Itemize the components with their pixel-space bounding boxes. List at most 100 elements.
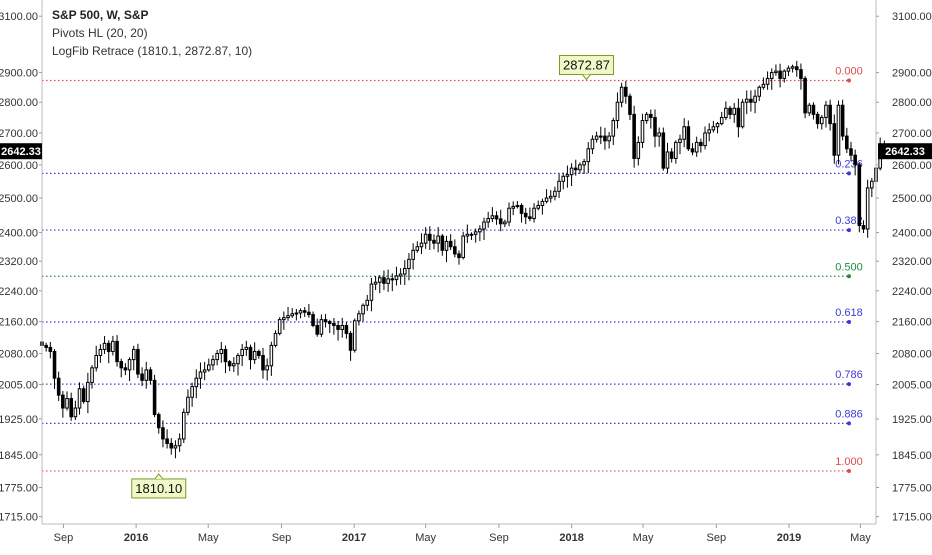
candle-body-up [636, 141, 641, 159]
candle [240, 343, 244, 367]
x-tick-label: May [633, 532, 654, 544]
y-tick-label-left: 3100.00 [0, 11, 38, 23]
y-tick-label-right: 3100.00 [892, 11, 932, 23]
candle [573, 159, 578, 176]
y-tick-label-left: 1925.00 [0, 414, 38, 426]
candle-body-up [511, 206, 516, 209]
candle [361, 303, 365, 322]
candle-body-up [423, 233, 428, 244]
candle-body-up [394, 275, 399, 281]
candle-body-up [515, 204, 520, 208]
fib-line-end-dot [847, 319, 851, 324]
candle [619, 82, 624, 108]
candle-body-up [461, 235, 465, 259]
candle-body-up [319, 319, 324, 335]
candle [794, 60, 799, 77]
candle-body-down [523, 212, 528, 218]
candle-body-down [669, 151, 674, 159]
fib-ratio-label: 0.886 [835, 408, 863, 420]
pivot-label-pointer [154, 473, 164, 480]
y-tick-label-left: 2160.00 [0, 317, 38, 329]
price-tag-box [0, 143, 42, 160]
candle [774, 64, 778, 76]
candle [749, 90, 753, 112]
candle [373, 276, 378, 291]
candle-body-up [86, 381, 90, 403]
candle [382, 270, 386, 291]
y-tick-label-left: 2005.00 [0, 380, 38, 392]
candle [724, 101, 728, 121]
candle [615, 92, 620, 129]
candle [56, 371, 61, 402]
candle [594, 131, 599, 143]
candle [607, 132, 611, 149]
candle [598, 126, 603, 145]
candle-body-down [56, 377, 61, 396]
candle-body-up [782, 70, 787, 79]
candle-body-down [169, 442, 174, 449]
candle [553, 186, 557, 201]
candle [490, 207, 495, 223]
candle-body-down [628, 95, 632, 115]
candle-body-up [465, 233, 470, 237]
candle-body-down [573, 167, 578, 171]
candle-body-down [432, 239, 436, 244]
candle-body-up [703, 132, 707, 147]
candle [736, 98, 741, 138]
candle-body-up [824, 104, 828, 118]
candle [624, 80, 628, 104]
candle-body-down [106, 342, 111, 352]
candle [732, 102, 737, 123]
candle [565, 165, 570, 188]
candle [807, 102, 812, 117]
candle [394, 266, 399, 286]
candle-body-up [548, 195, 553, 199]
fib-line-end-dot [847, 421, 851, 426]
candle [790, 64, 795, 73]
candle-body-up [503, 221, 507, 225]
candle [190, 382, 194, 407]
candle [632, 105, 636, 168]
candle [582, 158, 586, 174]
candle-body-down [161, 427, 165, 440]
candle [48, 341, 53, 359]
candle-body-down [123, 367, 128, 371]
candle-body-down [115, 340, 119, 363]
candle-body-up [478, 228, 482, 233]
candle-body-up [290, 313, 294, 317]
candle-body-up [536, 204, 541, 209]
y-tick-label-left: 2400.00 [0, 228, 38, 240]
candle-body-down [336, 325, 340, 330]
candle-body-up [352, 320, 357, 351]
candle [836, 100, 841, 165]
candle-body-down [248, 346, 253, 361]
candle [348, 331, 353, 361]
candle [123, 363, 128, 376]
candle [799, 63, 803, 90]
price-tag-label: 2642.33 [885, 146, 925, 158]
candle-body-down [61, 394, 65, 409]
candle [561, 172, 566, 190]
candle-body-down [840, 104, 845, 137]
candle [519, 203, 524, 223]
candle-body-down [302, 310, 307, 313]
candle-body-up [436, 235, 440, 244]
candle [181, 408, 186, 444]
candle [398, 268, 403, 285]
candle-body-up [532, 207, 536, 220]
candle-body-up [369, 283, 374, 301]
candle [803, 75, 807, 119]
candle [111, 335, 115, 356]
candle-body-up [65, 398, 69, 409]
candle-body-down [857, 164, 862, 227]
y-tick-label-right: 1775.00 [892, 483, 932, 495]
candle-body-down [603, 135, 607, 142]
candle [461, 231, 465, 260]
candle-body-down [307, 311, 311, 316]
candle [407, 253, 411, 281]
candle-body-up [611, 120, 616, 137]
candle-body-up [190, 386, 194, 398]
candle-body-up [486, 218, 490, 223]
